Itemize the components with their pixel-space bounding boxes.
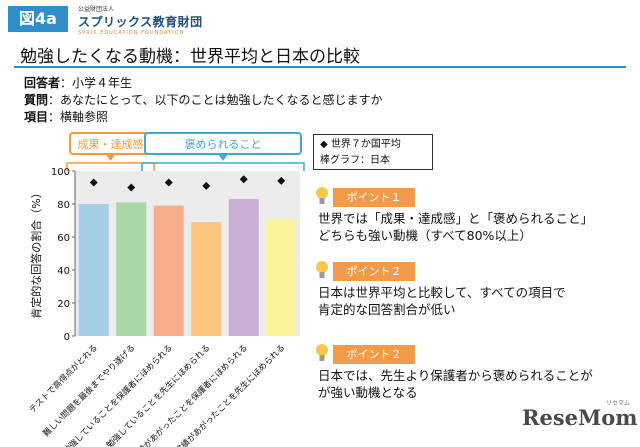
org-name: スプリックス教育財団 [78,15,203,29]
point-text-line: どちらも強い動機（すべて80%以上） [318,228,532,243]
y-tick-label: 20 [57,299,70,310]
question-value: ：あなたにとって、以下のことは勉強したくなると感じますか [48,93,383,107]
category-groups: 成果・達成感 褒められること [66,132,305,171]
bar-japan [266,218,297,336]
bar-chart: 成果・達成感 褒められること 0 20 40 60 80 100 テストで高得点がとれる難し… [27,132,305,447]
resemom-logo: ReseMom [522,405,638,430]
x-tick-label: テストで高得点がとれる [27,342,99,414]
lightbulb-icon [316,187,328,204]
org-type: 公益財団法人 [78,6,115,13]
point-text-line: 世界では「成果・達成感」と「褒められること」 [318,211,594,226]
world-average-marker [164,178,173,187]
resemom-logo-ruby: リセマム [606,400,631,407]
bar-japan [153,205,184,336]
group-bracket [141,162,305,171]
respondent-line: 回答者：小学４年生 [24,74,132,91]
org-english-name: SPRIX EDUCATION FOUNDATION [78,30,185,36]
point-text: 日本は世界平均と比較して、すべての項目で 肯定的な回答割合が低い [318,284,566,318]
legend-world-average: ◆ 世界７か国平均 [320,139,401,150]
world-average-marker [89,178,98,187]
question-label: 質問 [24,93,49,107]
bar-japan [228,199,259,336]
point-label: ポイント２ [333,345,415,364]
lightbulb-icon [316,261,328,278]
figure-tag: 図4a [8,6,68,32]
group-bracket [66,162,155,171]
point-label: ポイント２ [333,262,415,281]
question-line: 質問：あなたにとって、以下のことは勉強したくなると感じますか [24,91,382,108]
point-text: 世界では「成果・達成感」と「褒められること」 どちらも強い動機（すべて80%以上） [318,210,593,244]
point-text-line: 日本は世界平均と比較して、すべての項目で [318,285,566,300]
world-average-marker [239,175,248,184]
item-value: ：横軸参照 [48,110,109,124]
world-average-markers [89,175,286,192]
item-line: 項目：横軸参照 [24,108,108,125]
page-title: 勉強したくなる動機：世界平均と日本の比較 [20,47,360,67]
y-tick-label: 80 [57,200,70,211]
world-average-marker [202,181,211,190]
lightbulb-icon [316,344,328,361]
bar-japan [78,204,109,336]
x-tick-labels: テストで高得点がとれる難しい問題を最後までやり遂げる勉強していることを保護者にほ… [27,342,287,447]
world-average-marker [127,183,136,192]
y-tick-label: 60 [57,233,70,244]
title-divider [14,66,626,68]
point-text-line: が強い動機となる [318,385,418,400]
legend: ◆ 世界７か国平均 棒グラフ：日本 [313,134,433,170]
y-tick-label: 0 [64,332,70,343]
point-text-line: 日本では、先生より保護者から褒められることが [318,368,593,383]
y-tick-label: 40 [57,266,70,277]
plot-background [75,171,300,336]
group-header-pointer [105,154,116,161]
respondent-value: ：小学４年生 [60,76,133,90]
group-header-pointer [218,154,228,161]
bars [78,199,297,336]
point-text: 日本では、先生より保護者から褒められることが が強い動機となる [318,367,593,401]
legend-japan: 棒グラフ：日本 [320,155,390,166]
item-label: 項目 [24,110,49,124]
point-text-line: 肯定的な回答割合が低い [318,302,456,317]
y-ticks: 0 20 40 60 80 100 [51,167,75,343]
organization-logo: 公益財団法人 スプリックス教育財団 SPRIX EDUCATION FOUNDA… [78,4,203,36]
group-header-label: 褒められること [185,137,262,151]
group-header-label: 成果・達成感 [78,138,144,151]
bar-japan [191,222,222,336]
world-average-marker [277,176,286,185]
respondent-label: 回答者 [24,76,61,90]
bar-japan [116,202,147,336]
point-label: ポイント１ [333,188,415,207]
y-axis-label: 肯定的な回答の割合（%） [29,187,43,318]
y-tick-label: 100 [51,167,70,178]
